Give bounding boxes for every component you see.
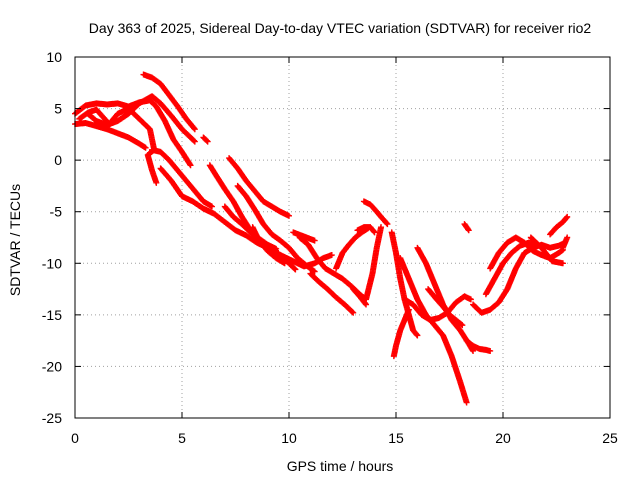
series-arc-26	[401, 293, 474, 324]
data-point	[371, 229, 378, 236]
data-point	[153, 179, 160, 186]
y-axis-label: SDTVAR / TECUs	[7, 184, 23, 296]
series-arc-08	[200, 134, 211, 145]
data-point	[378, 224, 385, 231]
data-point	[311, 237, 318, 244]
data-point	[559, 260, 566, 267]
y-tick-label: -15	[42, 307, 62, 323]
data-point	[204, 138, 211, 145]
data-point	[414, 332, 421, 339]
series-arc-10	[226, 155, 292, 219]
data-point	[467, 296, 474, 303]
axis-ticks: 0 5 10 15 20 25 -25 -20 -15 -10 -5 0 5 10	[42, 49, 618, 446]
data-point	[384, 221, 391, 228]
plot-frame	[74, 56, 611, 419]
data-point	[459, 322, 466, 329]
data-point	[564, 234, 571, 241]
series-arc-30	[463, 337, 494, 354]
data-point	[487, 347, 494, 354]
series-arc-18	[307, 270, 357, 316]
data-point	[383, 220, 390, 227]
series-arc-28	[425, 286, 466, 329]
series-arc-31	[470, 239, 569, 316]
data-point	[563, 214, 570, 221]
x-tick-label: 15	[388, 430, 404, 446]
x-tick-label: 10	[281, 430, 297, 446]
data-point	[292, 266, 299, 273]
series-arc-32	[482, 239, 541, 298]
data-point	[349, 308, 356, 315]
data-point	[311, 268, 318, 275]
data-point	[564, 213, 571, 220]
data-point	[413, 331, 420, 338]
data-point	[203, 137, 210, 144]
series-arc-04	[84, 93, 198, 145]
data-point	[208, 203, 215, 210]
data-point	[463, 399, 470, 406]
series-arc-21	[354, 224, 378, 236]
data-point	[191, 125, 198, 132]
y-tick-label: -5	[50, 204, 63, 220]
series-arc-36	[559, 234, 571, 251]
series-arc-06	[149, 146, 215, 210]
chart-title: Day 363 of 2025, Sidereal Day-to-day VTE…	[89, 20, 592, 36]
series-arc-35	[547, 213, 571, 238]
x-tick-label: 0	[71, 430, 79, 446]
series-arc-05	[140, 71, 198, 133]
series-arc-03	[76, 105, 160, 186]
data-point	[328, 252, 335, 259]
series-arc-34	[527, 234, 566, 267]
data-point	[465, 227, 472, 234]
series-arc-24	[397, 255, 470, 406]
y-tick-label: -10	[42, 255, 62, 271]
data-point	[190, 137, 197, 144]
x-axis-label: GPS time / hours	[287, 458, 394, 474]
series-arc-25	[390, 306, 412, 360]
series-arc-17	[296, 224, 385, 303]
data-points	[72, 71, 571, 406]
grid	[75, 57, 610, 418]
x-tick-label: 20	[495, 430, 511, 446]
series-arc-19	[333, 225, 372, 272]
y-tick-label: 0	[54, 152, 62, 168]
series-arc-02	[72, 120, 149, 151]
y-tick-label: 10	[46, 49, 62, 65]
data-point	[405, 306, 412, 313]
x-tick-label: 5	[178, 430, 186, 446]
y-tick-label: 5	[54, 101, 62, 117]
data-point	[363, 301, 370, 308]
data-point	[286, 212, 292, 219]
x-tick-label: 25	[602, 430, 618, 446]
y-tick-label: -25	[42, 410, 62, 426]
data-point	[291, 265, 298, 272]
data-point	[191, 126, 198, 133]
data-point	[362, 300, 369, 307]
data-point	[458, 321, 465, 328]
data-point	[187, 162, 194, 169]
data-point	[191, 138, 198, 145]
data-point	[370, 228, 377, 235]
series-arc-29	[461, 221, 472, 234]
y-tick-label: -20	[42, 358, 62, 374]
series-arc-15	[268, 247, 335, 270]
series-arc-20	[350, 286, 370, 308]
data-point	[350, 309, 357, 316]
data-point	[142, 144, 149, 151]
data-point	[465, 226, 472, 233]
series-arc-22	[360, 198, 391, 228]
data-point	[470, 347, 477, 354]
